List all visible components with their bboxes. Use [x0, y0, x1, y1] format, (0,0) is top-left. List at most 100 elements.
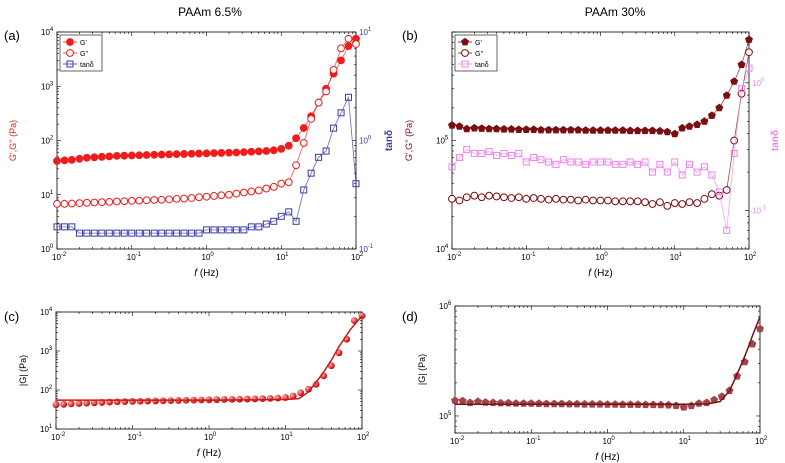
x-tick-label-base: 10 — [670, 253, 679, 262]
x-tick-label-base: 10 — [357, 433, 366, 442]
y-tick-label-base: 10 — [439, 412, 448, 421]
x-tick-label-base: 10 — [51, 433, 60, 442]
y-tick-label-base: 10 — [436, 137, 445, 146]
legend-marker — [461, 49, 469, 57]
data-point — [634, 160, 642, 168]
data-point — [165, 195, 174, 204]
data-point — [243, 395, 251, 403]
data-point — [143, 229, 151, 237]
series-2 — [53, 93, 360, 237]
data-point — [180, 150, 188, 158]
x-tick-label-base: 10 — [351, 253, 360, 262]
data-point — [500, 193, 508, 202]
data-point — [120, 197, 129, 206]
data-point — [648, 168, 656, 176]
data-point — [529, 194, 538, 202]
x-tick-label: 101 — [276, 252, 289, 262]
data-point — [527, 399, 536, 407]
data-point — [60, 199, 69, 208]
data-point — [534, 399, 543, 408]
data-point — [663, 127, 672, 136]
data-point — [225, 190, 233, 199]
data-point — [305, 385, 312, 393]
legend: G' G'' tanδ — [454, 34, 498, 72]
data-point — [187, 194, 196, 202]
data-point — [672, 401, 681, 410]
data-point — [277, 212, 285, 220]
data-point — [671, 158, 679, 166]
data-point — [240, 226, 248, 234]
legend-label: tanδ — [475, 62, 489, 69]
data-point — [67, 199, 76, 208]
y-axis-label: G',G'' (Pa) — [8, 120, 18, 161]
y-tick-label: 105 — [439, 411, 452, 421]
data-point — [299, 124, 308, 132]
data-point — [83, 229, 91, 237]
series-1 — [56, 315, 363, 401]
data-point — [693, 120, 702, 128]
data-point — [626, 126, 635, 135]
data-point — [507, 151, 515, 159]
legend-marker — [66, 49, 74, 57]
data-point — [462, 193, 471, 202]
data-point — [485, 191, 494, 200]
data-point — [337, 56, 345, 65]
data-point — [195, 229, 203, 237]
y-tick-label-base: 10 — [436, 245, 445, 254]
y-tick-label-exp: 6 — [448, 301, 452, 307]
data-point — [493, 151, 501, 159]
data-point — [611, 126, 620, 134]
data-point — [352, 40, 360, 48]
data-point — [559, 125, 568, 134]
data-point — [188, 229, 196, 237]
data-point — [195, 193, 203, 202]
y2-tick-label-exp: -1 — [368, 244, 374, 250]
data-point — [173, 229, 181, 237]
y-tick-label-base: 10 — [41, 28, 50, 37]
data-point — [574, 196, 583, 205]
data-point — [559, 195, 568, 204]
data-point — [663, 201, 672, 210]
data-point — [722, 186, 731, 194]
data-point — [284, 178, 293, 187]
x-tick-label-exp: -1 — [136, 432, 142, 438]
data-point — [180, 229, 188, 237]
x-tick-label-exp: 0 — [213, 432, 217, 438]
panel-label: (d) — [402, 309, 418, 324]
data-point — [458, 396, 467, 405]
data-point — [269, 146, 278, 155]
data-point — [352, 180, 360, 188]
data-point — [172, 194, 181, 203]
x-tick-label: 10-1 — [127, 252, 142, 262]
series-0 — [448, 35, 753, 138]
y-tick-label: 104 — [40, 307, 53, 317]
y-tick-label-exp: 4 — [50, 27, 54, 33]
x-tick-label-base: 10 — [526, 437, 535, 446]
x-tick-label-base: 10 — [52, 253, 61, 262]
y-tick-label: 106 — [439, 301, 452, 311]
x-axis-unit: (Hz) — [591, 268, 613, 279]
y-tick-label-base: 10 — [40, 386, 49, 395]
data-point — [105, 197, 114, 206]
data-point — [581, 195, 590, 204]
data-point — [470, 149, 478, 157]
data-point — [307, 115, 316, 123]
x-tick-label: 102 — [351, 252, 364, 262]
y2-tick-label-base: 10 — [752, 79, 761, 88]
y-tick-label-exp: 0 — [50, 244, 54, 250]
data-point — [756, 324, 764, 333]
data-point — [589, 196, 597, 205]
y2-tick-label: 10-1 — [752, 206, 767, 216]
y-tick-label: 101 — [40, 424, 53, 434]
data-point — [537, 194, 545, 203]
series-line — [455, 316, 761, 405]
data-point — [737, 60, 746, 68]
data-point — [315, 153, 323, 161]
data-point — [529, 125, 538, 133]
data-point — [603, 126, 612, 134]
x-tick-label: 102 — [755, 436, 768, 446]
data-point — [344, 42, 353, 50]
